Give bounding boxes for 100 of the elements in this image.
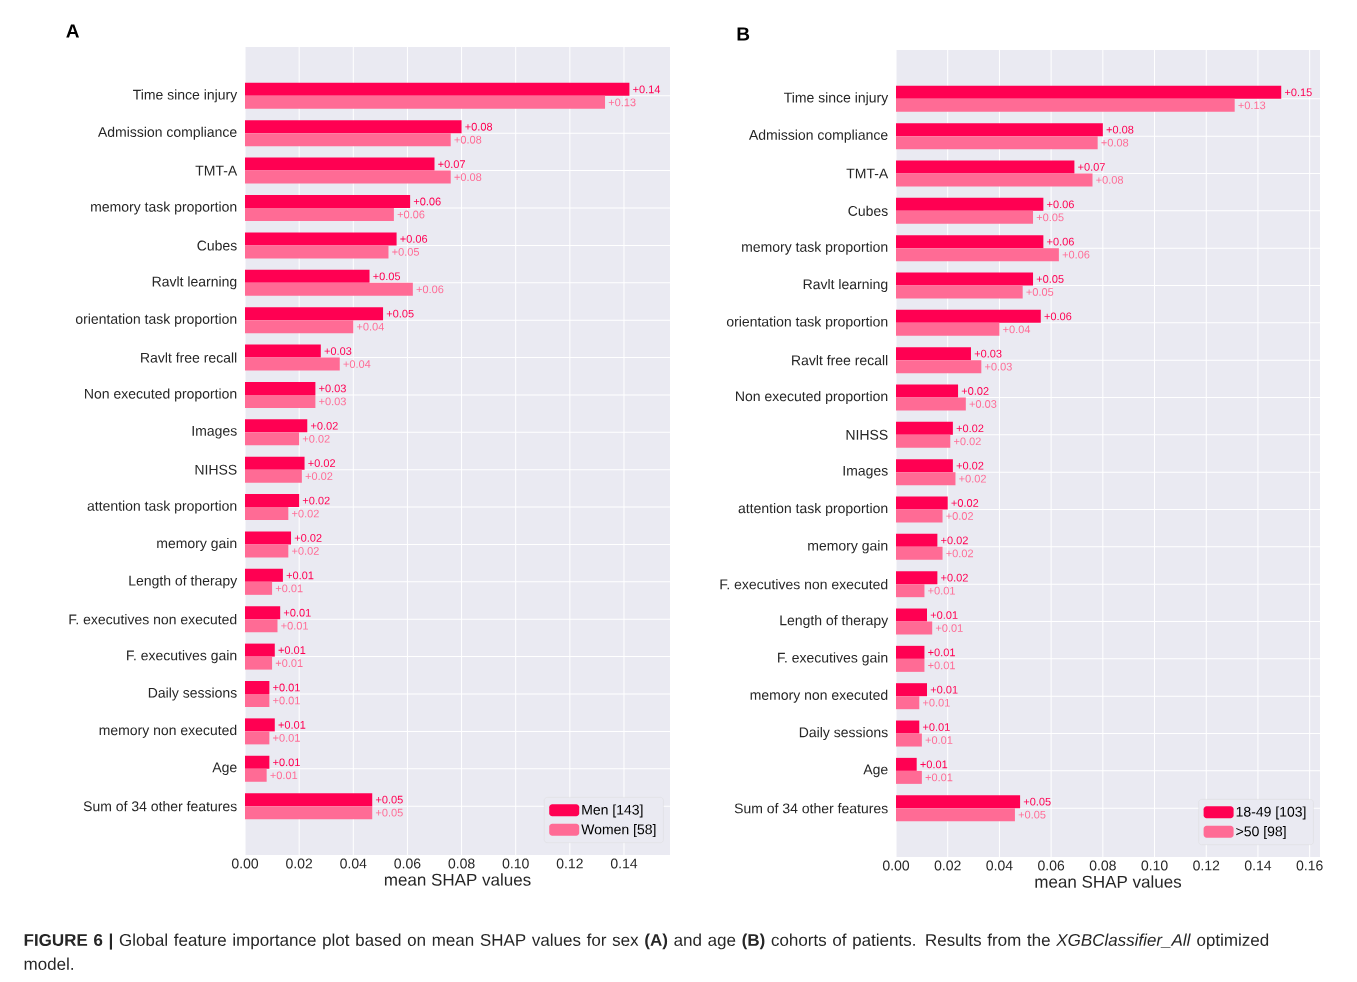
data-label: +0.02 bbox=[951, 499, 979, 507]
bar bbox=[245, 95, 606, 109]
bar bbox=[245, 793, 373, 807]
data-label: +0.02 bbox=[941, 536, 968, 545]
text: B bbox=[737, 27, 750, 41]
bar bbox=[896, 509, 943, 523]
x-tick-label: 0.12 bbox=[556, 858, 583, 869]
x-axis-title: mean SHAP values bbox=[1035, 875, 1182, 888]
y-tick-label: Cubes bbox=[848, 205, 888, 216]
x-tick-label: 0.04 bbox=[340, 858, 367, 869]
bar bbox=[896, 309, 1041, 323]
y-tick-label: orientation task proportion bbox=[726, 316, 888, 330]
y-tick-label: orientation task proportion bbox=[75, 313, 237, 327]
bar bbox=[896, 197, 1044, 211]
bar bbox=[245, 643, 275, 657]
bar bbox=[896, 160, 1075, 174]
bar bbox=[245, 718, 275, 732]
data-label: +0.05 bbox=[1018, 810, 1046, 819]
data-label: +0.05 bbox=[1036, 275, 1064, 283]
bar bbox=[896, 384, 959, 398]
y-tick-label: Admission compliance bbox=[748, 129, 888, 143]
data-label: +0.02 bbox=[294, 534, 322, 542]
bar bbox=[245, 731, 270, 745]
bar bbox=[245, 456, 305, 470]
data-label: +0.05 bbox=[375, 808, 403, 817]
bar bbox=[896, 210, 1034, 224]
bar bbox=[896, 733, 922, 747]
y-tick-label: F. executives gain bbox=[127, 650, 237, 664]
bar bbox=[245, 394, 316, 408]
bar bbox=[245, 507, 289, 521]
data-label: +0.04 bbox=[343, 360, 371, 368]
bar bbox=[896, 496, 948, 510]
bar bbox=[245, 208, 394, 221]
bar bbox=[245, 469, 302, 483]
bar bbox=[245, 531, 292, 545]
bar bbox=[896, 770, 922, 784]
data-label: +0.05 bbox=[375, 795, 403, 804]
y-tick-label: Daily sessions bbox=[799, 727, 888, 741]
bar bbox=[245, 357, 340, 371]
y-tick-label: memory task proportion bbox=[742, 241, 888, 255]
y-tick-label: attention task proportion bbox=[738, 502, 888, 517]
data-label: +0.01 bbox=[930, 611, 958, 619]
bar bbox=[896, 360, 982, 374]
x-tick-label: 0.14 bbox=[1244, 860, 1272, 871]
bar bbox=[245, 232, 397, 246]
y-tick-label: memory task proportion bbox=[91, 201, 237, 215]
bar bbox=[245, 344, 321, 358]
data-label: +0.01 bbox=[281, 621, 308, 630]
x-tick-label: 0.00 bbox=[882, 860, 910, 871]
bar bbox=[896, 322, 1000, 336]
bar bbox=[896, 533, 938, 547]
bar bbox=[896, 645, 925, 659]
y-tick-label: Ravlt free recall bbox=[141, 352, 237, 363]
x-tick-label: 0.08 bbox=[448, 858, 475, 869]
data-label: +0.01 bbox=[935, 624, 963, 632]
y-tick-label: Time since injury bbox=[133, 89, 238, 103]
legend-label: Women [58] bbox=[581, 824, 656, 838]
bar bbox=[896, 434, 951, 448]
y-tick-label: Sum of 34 other features bbox=[83, 801, 237, 812]
data-label: +0.01 bbox=[273, 696, 300, 705]
y-tick-label: Admission compliance bbox=[97, 126, 237, 140]
data-label: +0.02 bbox=[302, 434, 330, 443]
data-label: +0.05 bbox=[392, 248, 420, 256]
data-label: +0.13 bbox=[608, 98, 636, 107]
data-label: +0.03 bbox=[969, 400, 997, 408]
data-label: +0.08 bbox=[1106, 125, 1134, 134]
data-label: +0.01 bbox=[278, 646, 306, 655]
x-tick-label: 0.00 bbox=[231, 858, 259, 869]
data-label: +0.06 bbox=[416, 285, 444, 294]
data-label: +0.02 bbox=[946, 512, 974, 520]
y-tick-label: Age bbox=[212, 762, 237, 776]
y-tick-label: Length of therapy bbox=[780, 614, 889, 629]
bar bbox=[245, 195, 411, 208]
data-label: +0.01 bbox=[275, 659, 303, 668]
data-label: +0.01 bbox=[283, 608, 311, 617]
text: FIGURE 6 | Global feature importance plot based on mean SHAP values for sex (A) and age (B) cohorts of patients. Results from the XGBClassifier_All optimized model. bbox=[24, 933, 1269, 971]
y-tick-label: Length of therapy bbox=[129, 575, 238, 589]
data-label: +0.01 bbox=[925, 773, 953, 782]
x-tick-label: 0.06 bbox=[1038, 860, 1065, 871]
bar bbox=[896, 683, 928, 697]
data-label: +0.03 bbox=[319, 384, 346, 393]
legend-label: Men [143] bbox=[582, 804, 643, 818]
bar bbox=[896, 347, 971, 361]
y-tick-label: Images bbox=[192, 426, 237, 439]
bar bbox=[245, 568, 283, 582]
bar bbox=[245, 619, 278, 633]
data-label: +0.08 bbox=[1101, 138, 1129, 147]
bar bbox=[896, 459, 953, 473]
data-label: +0.05 bbox=[373, 272, 401, 281]
bar bbox=[896, 472, 956, 486]
data-label: +0.06 bbox=[413, 197, 441, 206]
data-label: +0.04 bbox=[357, 322, 384, 331]
bar bbox=[896, 696, 920, 710]
legend-label: 18-49 [103] bbox=[1236, 806, 1306, 820]
data-label: +0.01 bbox=[928, 661, 955, 670]
data-label: +0.01 bbox=[928, 586, 955, 595]
data-label: +0.01 bbox=[278, 721, 306, 729]
data-label: +0.02 bbox=[941, 573, 968, 582]
y-tick-label: Sum of 34 other features bbox=[734, 803, 888, 814]
bar bbox=[245, 320, 354, 334]
